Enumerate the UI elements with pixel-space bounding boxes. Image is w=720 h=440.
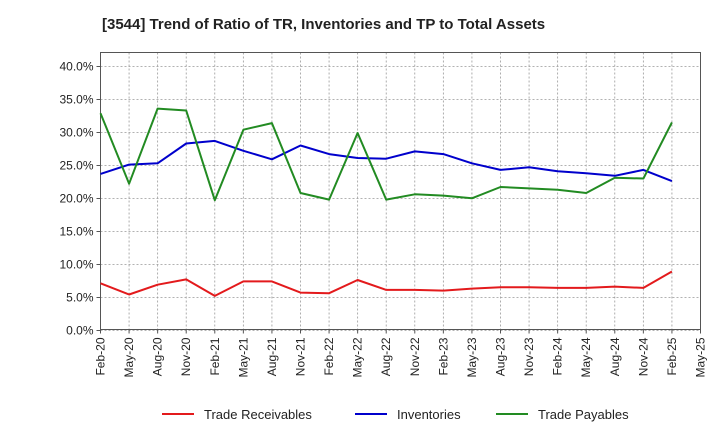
y-tick-label: 25.0% xyxy=(59,159,93,173)
y-tick-label: 30.0% xyxy=(59,126,93,140)
x-tick-label: Feb-21 xyxy=(208,337,222,375)
series-line-trade-payables xyxy=(99,107,673,202)
x-tick-label: May-24 xyxy=(579,337,593,377)
y-tick-label: 10.0% xyxy=(59,258,93,272)
x-tick-label: May-22 xyxy=(351,337,365,377)
y-tick-label: 0.0% xyxy=(66,324,94,338)
legend-label: Trade Receivables xyxy=(204,407,312,422)
y-axis: 0.0% 5.0% 10.0% 15.0% 20.0% 25.0% 30.0% 35.0% 40… xyxy=(59,60,101,338)
x-tick-label: Nov-22 xyxy=(408,337,422,376)
y-tick-label: 5.0% xyxy=(66,291,94,305)
x-tick-label: May-23 xyxy=(465,337,479,377)
x-tick-label: Aug-22 xyxy=(379,337,393,376)
x-tick-label: Aug-21 xyxy=(265,337,279,376)
x-tick-label: Aug-20 xyxy=(151,337,165,376)
y-tick-label: 20.0% xyxy=(59,192,93,206)
x-tick-label: Nov-21 xyxy=(294,337,308,376)
chart-title: [3544] Trend of Ratio of TR, Inventories… xyxy=(102,16,545,33)
plot-area xyxy=(100,52,701,330)
x-tick-label: Feb-24 xyxy=(551,337,565,375)
x-tick-label: Feb-25 xyxy=(665,337,679,375)
plot-border xyxy=(100,52,701,330)
x-tick-label: Feb-23 xyxy=(436,337,450,375)
x-tick-label: Feb-22 xyxy=(322,337,336,375)
y-tick-label: 15.0% xyxy=(59,225,93,239)
y-tick-label: 35.0% xyxy=(59,93,93,107)
x-tick-label: Nov-24 xyxy=(636,337,650,376)
x-tick-label: May-20 xyxy=(122,337,136,377)
x-tick-label: May-21 xyxy=(236,337,250,377)
x-tick-label: Nov-23 xyxy=(522,337,536,376)
x-tick-label: Feb-20 xyxy=(94,337,108,375)
x-tick-label: May-25 xyxy=(694,337,708,377)
x-axis: Feb-20 May-20 Aug-20 Nov-20 Feb-21 May-21 Aug-… xyxy=(94,329,708,378)
legend-label: Trade Payables xyxy=(538,407,629,422)
legend-label: Inventories xyxy=(397,407,461,422)
y-tick-label: 40.0% xyxy=(59,60,93,74)
grid-lines xyxy=(100,52,701,331)
x-tick-label: Aug-24 xyxy=(608,337,622,376)
series-line-trade-receivables xyxy=(100,270,673,297)
series-lines xyxy=(99,107,673,297)
x-tick-label: Aug-23 xyxy=(494,337,508,376)
x-tick-label: Nov-20 xyxy=(179,337,193,376)
legend: Trade Receivables Inventories Trade Payabl… xyxy=(162,407,629,422)
